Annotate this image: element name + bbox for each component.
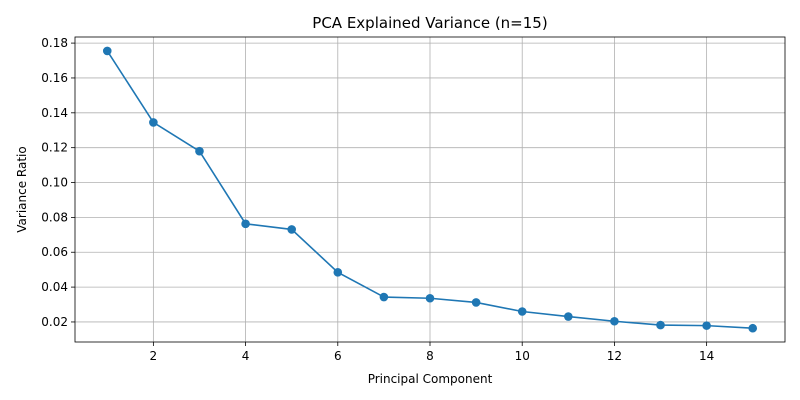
x-tick-label: 8	[426, 349, 434, 363]
y-tick-label: 0.12	[41, 141, 68, 155]
data-point	[471, 298, 481, 307]
data-point	[333, 267, 343, 277]
x-tick-label: 2	[150, 349, 158, 363]
y-tick-label: 0.08	[41, 210, 68, 224]
x-tick-label: 12	[607, 349, 622, 363]
y-tick-label: 0.04	[41, 280, 68, 294]
y-tick-label: 0.06	[41, 245, 68, 259]
axis-ticks: 2 4 6 8 10 12 14 0.02 0.04 0.06 0.08 0.10 0.12 0.14 0.…	[41, 36, 714, 363]
series	[102, 46, 758, 333]
data-point	[102, 46, 112, 56]
data-point	[425, 293, 435, 303]
data-point	[149, 118, 158, 127]
y-tick-label: 0.14	[41, 106, 68, 120]
data-point	[241, 219, 250, 229]
chart-title: PCA Explained Variance (n=15)	[312, 14, 547, 32]
y-tick-label: 0.10	[41, 176, 68, 190]
plot-frame	[74, 36, 786, 343]
data-point	[517, 307, 527, 316]
data-point	[379, 292, 389, 302]
y-axis-label: Variance Ratio	[15, 146, 29, 232]
data-point	[656, 320, 665, 330]
data-point	[610, 316, 619, 326]
y-tick-label: 0.16	[41, 71, 68, 85]
x-tick-label: 14	[699, 349, 714, 363]
data-point	[702, 321, 711, 330]
data-point	[564, 312, 573, 321]
data-point	[748, 323, 758, 333]
x-tick-label: 10	[515, 349, 530, 363]
data-point	[195, 146, 204, 156]
grid	[75, 37, 785, 342]
x-tick-label: 4	[242, 349, 250, 363]
data-point	[287, 225, 296, 234]
y-tick-label: 0.18	[41, 36, 68, 50]
x-tick-label: 6	[334, 349, 342, 363]
y-tick-label: 0.02	[41, 315, 68, 329]
x-axis-label: Principal Component	[368, 372, 493, 386]
